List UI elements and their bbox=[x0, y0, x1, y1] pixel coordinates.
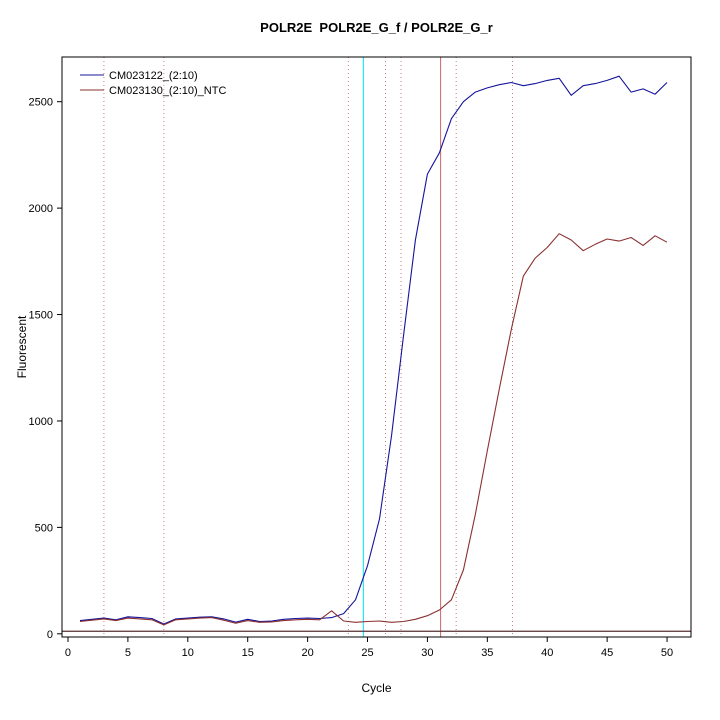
x-tick-label: 20 bbox=[301, 647, 313, 659]
x-tick-label: 0 bbox=[65, 647, 71, 659]
y-tick-label: 500 bbox=[35, 522, 53, 534]
x-tick-label: 15 bbox=[242, 647, 254, 659]
y-axis-label: Fluorescent bbox=[15, 315, 29, 379]
x-tick-label: 25 bbox=[361, 647, 373, 659]
x-tick-label: 5 bbox=[125, 647, 131, 659]
x-tick-label: 45 bbox=[601, 647, 613, 659]
x-tick-label: 35 bbox=[481, 647, 493, 659]
y-tick-label: 2500 bbox=[29, 97, 53, 109]
plot-box bbox=[61, 56, 692, 638]
x-tick-label: 40 bbox=[541, 647, 553, 659]
y-tick-label: 2000 bbox=[29, 203, 53, 215]
x-axis-label: Cycle bbox=[361, 681, 392, 695]
y-tick-label: 1000 bbox=[29, 416, 53, 428]
y-tick-label: 1500 bbox=[29, 310, 53, 322]
x-tick-label: 10 bbox=[182, 647, 194, 659]
series-curve-0 bbox=[79, 75, 668, 625]
x-tick-label: 50 bbox=[661, 647, 673, 659]
y-tick-label: 0 bbox=[47, 629, 53, 641]
legend: CM023122_(2:10) CM023130_(2:10)_NTC bbox=[80, 70, 226, 97]
legend-label: CM023130_(2:10)_NTC bbox=[109, 85, 226, 97]
chart-title: POLR2E POLR2E_G_f / POLR2E_G_r bbox=[260, 20, 493, 35]
series-curve-1 bbox=[79, 233, 668, 626]
legend-label: CM023122_(2:10) bbox=[109, 70, 198, 82]
x-tick-label: 30 bbox=[421, 647, 433, 659]
